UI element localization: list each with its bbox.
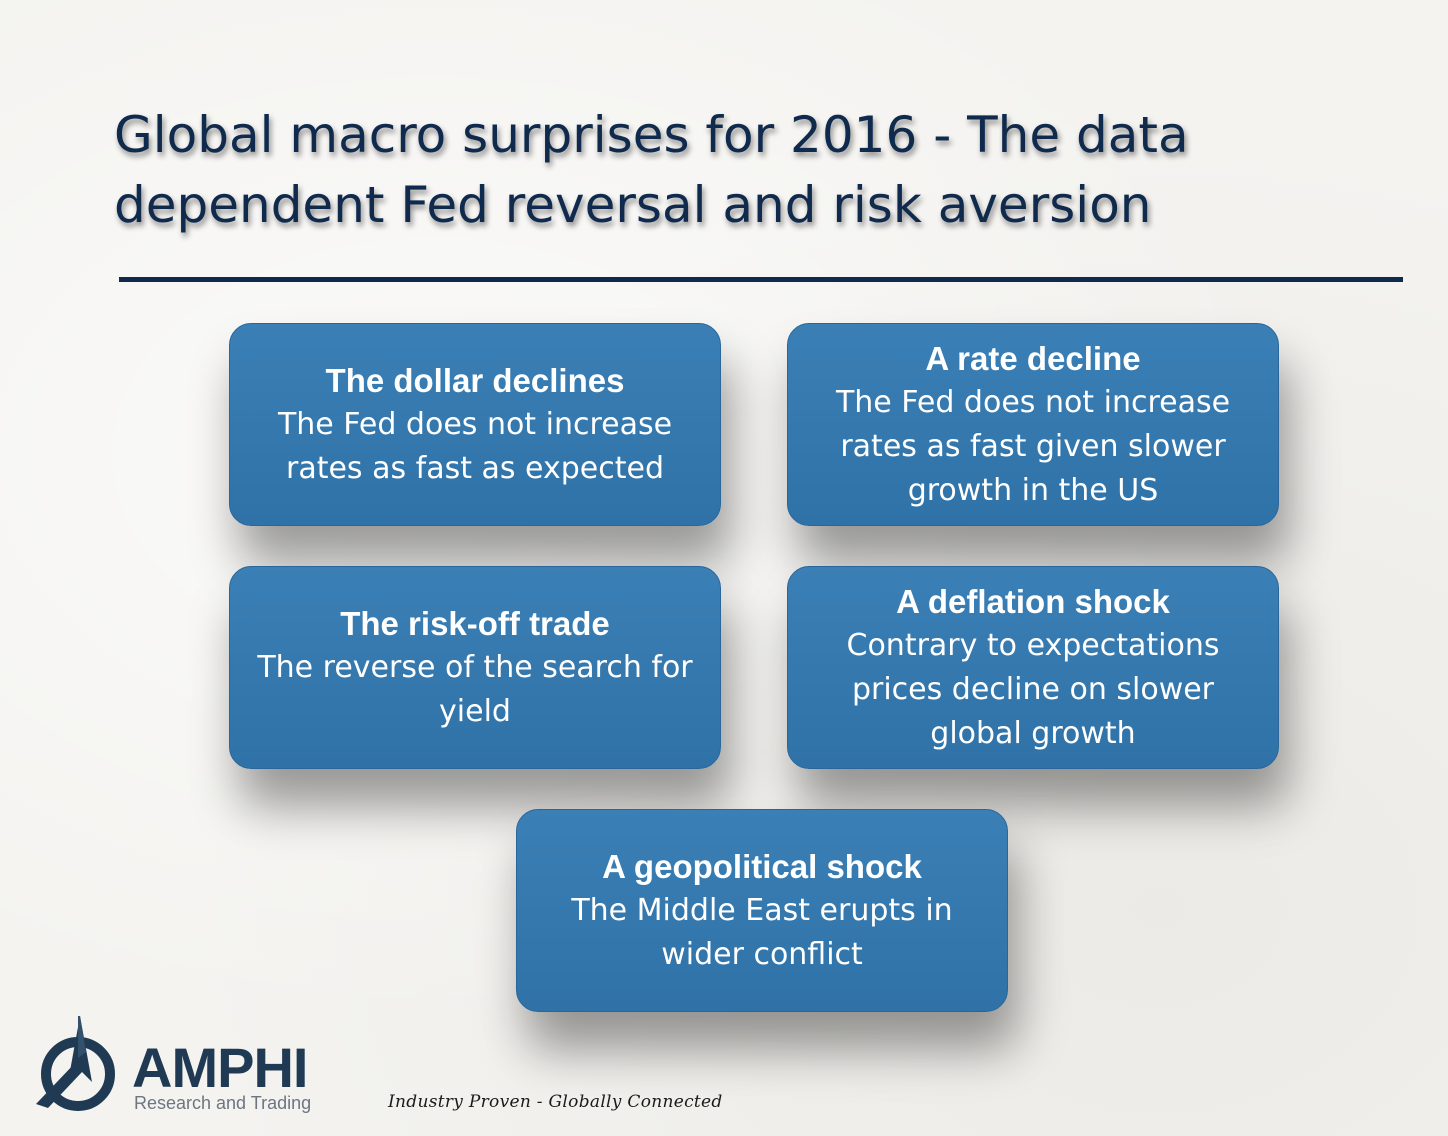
amphi-emblem-icon bbox=[36, 1016, 115, 1111]
surprise-card-dollar-declines: The dollar declines The Fed does not inc… bbox=[229, 323, 721, 526]
card-body-line: The Middle East erupts in bbox=[571, 892, 953, 928]
card-body-line: wider conflict bbox=[661, 936, 863, 972]
card-body-line: global growth bbox=[930, 715, 1136, 751]
company-logo: AMPHI Research and Trading bbox=[30, 1012, 330, 1122]
surprise-card-risk-off-trade: The risk-off trade The reverse of the se… bbox=[229, 566, 721, 769]
surprise-card-deflation-shock: A deflation shock Contrary to expectatio… bbox=[787, 566, 1279, 769]
card-body-line: The reverse of the search for bbox=[257, 649, 693, 685]
logo-wordmark: AMPHI bbox=[132, 1036, 308, 1099]
card-body-line: rates as fast given slower bbox=[840, 428, 1226, 464]
card-heading: A geopolitical shock bbox=[602, 847, 922, 885]
surprise-card-rate-decline: A rate decline The Fed does not increase… bbox=[787, 323, 1279, 526]
logo-subtitle: Research and Trading bbox=[134, 1093, 312, 1113]
card-heading: A deflation shock bbox=[896, 582, 1170, 620]
card-body-line: The Fed does not increase bbox=[277, 406, 673, 442]
card-body-line: rates as fast as expected bbox=[285, 450, 665, 486]
slide-title: Global macro surprises for 2016 - The da… bbox=[114, 106, 1189, 234]
card-body-line: The Fed does not increase bbox=[835, 384, 1231, 420]
title-divider bbox=[119, 277, 1403, 282]
card-heading: The dollar declines bbox=[325, 361, 625, 399]
card-body-line: growth in the US bbox=[907, 472, 1159, 508]
card-heading: The risk-off trade bbox=[340, 604, 610, 642]
card-body-line: Contrary to expectations bbox=[846, 627, 1220, 663]
tagline: Industry Proven - Globally Connected bbox=[388, 1092, 723, 1112]
card-body-line: prices decline on slower bbox=[851, 671, 1215, 707]
card-heading: A rate decline bbox=[925, 339, 1141, 377]
surprise-card-geopolitical-shock: A geopolitical shock The Middle East eru… bbox=[516, 809, 1008, 1012]
card-body-line: yield bbox=[439, 693, 511, 729]
